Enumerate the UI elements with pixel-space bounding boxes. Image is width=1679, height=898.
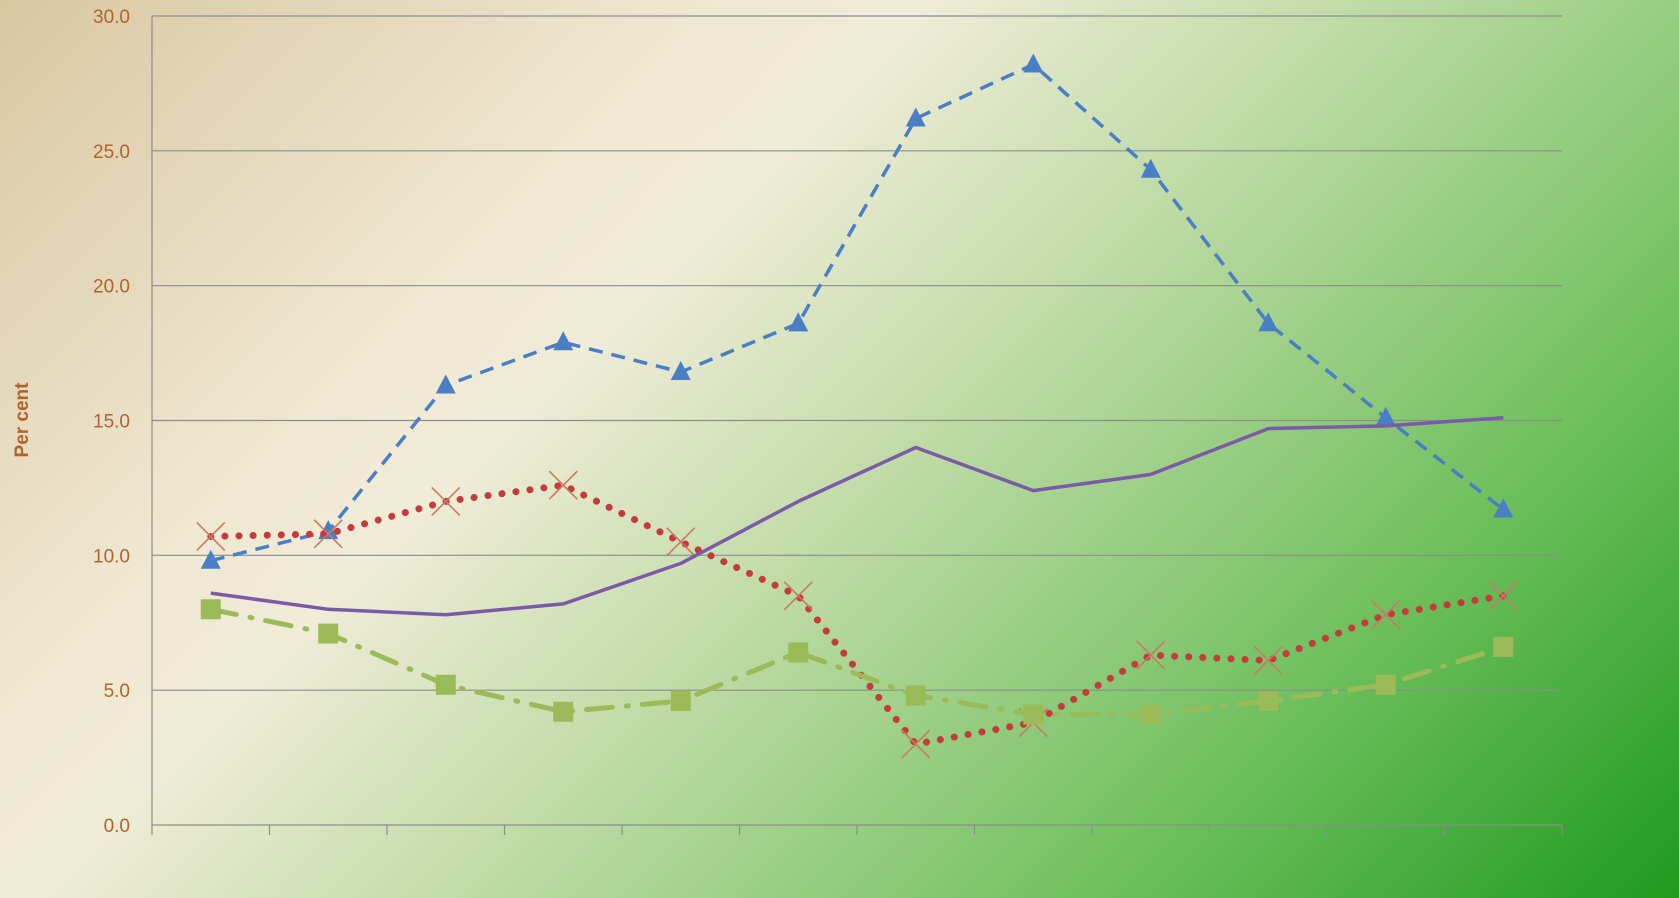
- data-point: [196, 521, 226, 552]
- data-point: [901, 729, 931, 759]
- series-line: [210, 416, 1504, 617]
- data-point: [1258, 690, 1279, 711]
- y-tick-label: 25.0: [93, 142, 130, 163]
- series-4: [200, 599, 1514, 725]
- gridlines: [151, 15, 1562, 826]
- data-point: [905, 107, 926, 127]
- data-point: [670, 690, 691, 711]
- y-tick-label: 20.0: [93, 277, 130, 298]
- y-tick-label: 10.0: [93, 546, 130, 567]
- series-line: [208, 606, 1506, 717]
- data-point: [553, 331, 574, 351]
- series-1: [200, 53, 1514, 569]
- y-tick-label: 30.0: [93, 7, 130, 28]
- y-tick-label: 15.0: [93, 412, 130, 433]
- data-point: [200, 599, 221, 620]
- x-axis-ticks: [151, 825, 1563, 835]
- y-tick-label: 5.0: [104, 681, 130, 702]
- data-point: [1140, 704, 1161, 725]
- y-axis-ticks: 0.0 5.0 10.0 15.0 20.0 25.0 30.0: [93, 7, 130, 837]
- data-point: [553, 701, 574, 722]
- data-point: [788, 312, 809, 332]
- data-point: [435, 674, 456, 695]
- data-point: [435, 374, 456, 394]
- data-point: [1253, 645, 1283, 676]
- data-point: [905, 685, 926, 706]
- data-point: [1371, 600, 1401, 630]
- series-line: [207, 481, 1507, 748]
- data-point: [1258, 312, 1279, 332]
- data-point: [788, 642, 809, 663]
- data-point: [1375, 406, 1396, 426]
- series-group: [196, 53, 1518, 759]
- data-point: [1136, 640, 1166, 670]
- y-tick-label: 0.0: [104, 816, 130, 837]
- data-point: [431, 486, 461, 516]
- data-point: [318, 623, 339, 644]
- data-point: [783, 581, 813, 611]
- data-point: [1493, 637, 1514, 658]
- data-point: [1140, 158, 1161, 178]
- data-point: [1023, 704, 1044, 725]
- y-axis-title: Per cent: [12, 382, 33, 458]
- data-point: [670, 360, 691, 380]
- series-line: [210, 62, 1505, 563]
- data-point: [1023, 53, 1044, 73]
- series-3: [210, 416, 1504, 617]
- data-point: [1493, 498, 1514, 518]
- series-2: [196, 470, 1518, 759]
- data-point: [313, 519, 343, 549]
- data-point: [200, 549, 221, 569]
- data-point: [1375, 674, 1396, 695]
- data-point: [666, 527, 696, 557]
- data-point: [1488, 581, 1518, 611]
- data-point: [548, 470, 578, 500]
